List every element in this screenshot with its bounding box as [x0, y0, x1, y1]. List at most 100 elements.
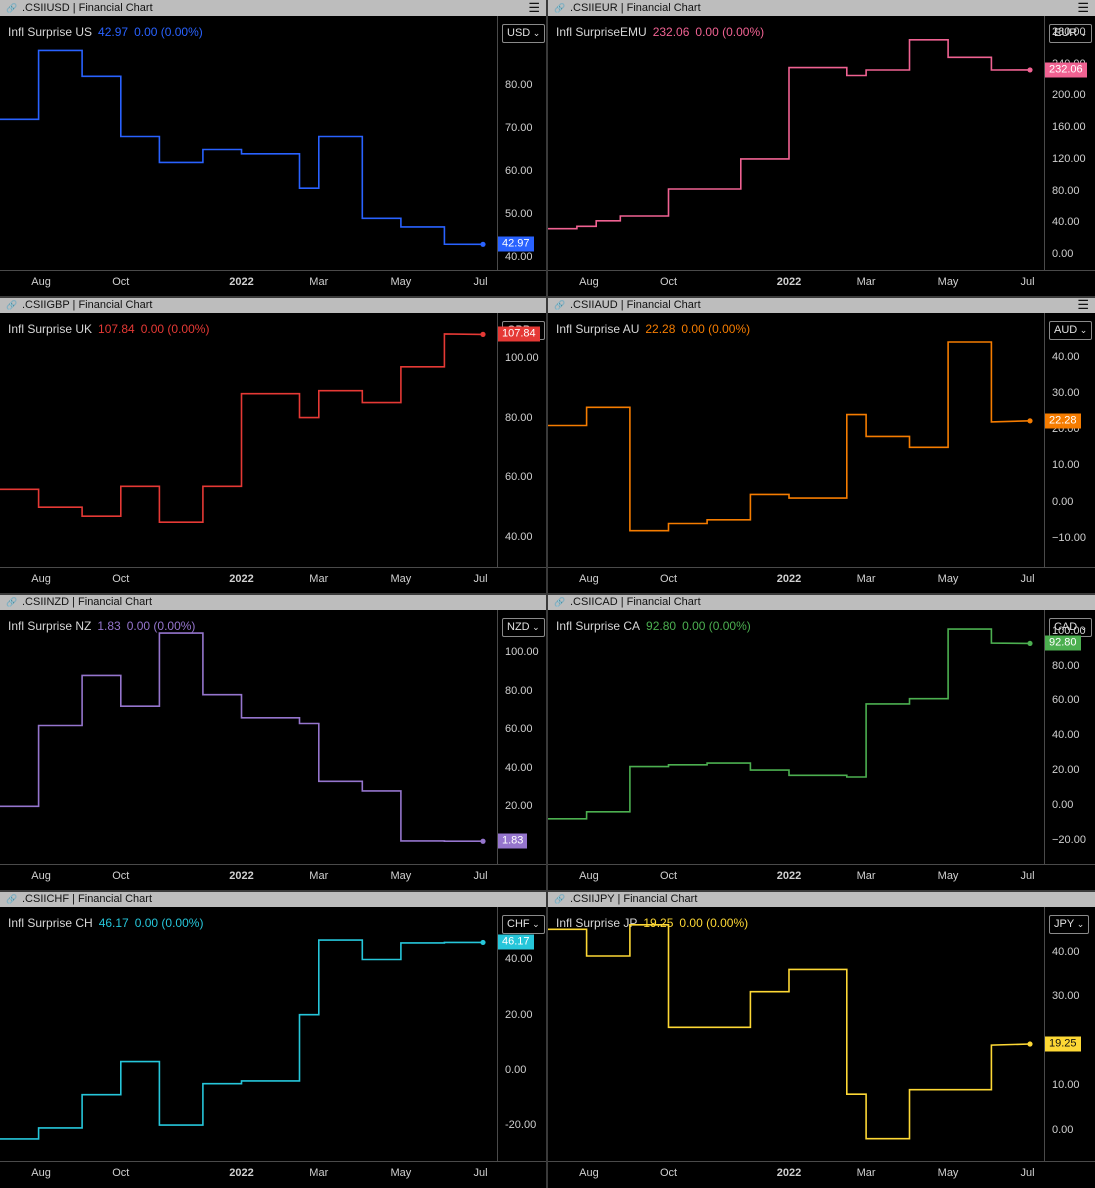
last-price-label: 1.83	[498, 833, 528, 849]
chart-panel-usd[interactable]: 🔗 .CSIIUSD | Financial Chart ☰ Infl Surpris…	[0, 0, 546, 297]
panel-header: 🔗 .CSIIAUD | Financial Chart ☰	[548, 297, 1095, 313]
currency-label: AUD	[1054, 324, 1078, 336]
currency-dropdown[interactable]: AUD ⌄	[1049, 321, 1093, 340]
currency-dropdown[interactable]: JPY ⌄	[1049, 915, 1090, 934]
y-tick-label: 100.00	[1052, 624, 1086, 637]
link-icon[interactable]: 🔗	[6, 894, 18, 904]
link-icon[interactable]: 🔗	[6, 3, 18, 13]
series-line	[548, 923, 1031, 1140]
series-name: Infl Surprise JP	[556, 916, 638, 930]
x-tick-label: Aug	[31, 573, 51, 585]
x-axis-border	[548, 270, 1095, 271]
series-value: 107.84	[98, 322, 135, 336]
y-tick-label: 280.00	[1052, 25, 1086, 38]
panel-title: .CSIIAUD | Financial Chart	[570, 299, 701, 311]
y-tick-label: 60.00	[505, 723, 533, 736]
y-tick-label: 40.00	[505, 953, 533, 966]
y-tick-label: 10.00	[1052, 459, 1080, 472]
chevron-down-icon: ⌄	[1077, 325, 1088, 335]
y-tick-label: 120.00	[1052, 152, 1086, 165]
link-icon[interactable]: 🔗	[554, 300, 566, 310]
y-axis-border	[497, 16, 498, 270]
series-line-chart	[548, 341, 1033, 532]
y-tick-label: 0.00	[1052, 1123, 1074, 1136]
last-point-marker	[1027, 640, 1033, 647]
series-change: 0.00 (0.00%)	[140, 322, 210, 336]
y-tick-label: 50.00	[505, 208, 533, 221]
y-axis-border	[497, 907, 498, 1161]
last-price-label: 92.80	[1045, 635, 1081, 651]
y-tick-label: −20.00	[1052, 833, 1086, 846]
link-icon[interactable]: 🔗	[6, 300, 18, 310]
series-change: 0.00 (0.00%)	[681, 322, 751, 336]
chart-panel-jpy[interactable]: 🔗 .CSIIJPY | Financial Chart Infl Surprise…	[548, 891, 1095, 1188]
chart-panel-eur[interactable]: 🔗 .CSIIEUR | Financial Chart ☰ Infl Surpris…	[548, 0, 1095, 297]
y-tick-label: 70.00	[505, 121, 533, 134]
hamburger-menu-icon[interactable]: ☰	[1077, 297, 1089, 312]
last-point-marker	[1027, 1041, 1033, 1047]
last-point-marker	[480, 939, 486, 946]
y-tick-label: 60.00	[505, 471, 533, 484]
series-legend: Infl SurpriseEMU 232.06 0.00 (0.00%)	[556, 25, 764, 39]
x-tick-label: Mar	[856, 1167, 876, 1179]
last-point-marker	[480, 241, 486, 247]
x-axis-border	[0, 567, 546, 568]
y-tick-label: 200.00	[1052, 89, 1086, 102]
y-tick-label: 40.00	[505, 761, 533, 774]
x-tick-label: Mar	[309, 573, 329, 585]
x-axis-border	[0, 864, 546, 865]
x-tick-label: Aug	[579, 573, 599, 585]
chart-panel-gbp[interactable]: 🔗 .CSIIGBP | Financial Chart Infl Surprise…	[0, 297, 546, 594]
hamburger-menu-icon[interactable]: ☰	[528, 0, 540, 15]
last-point-marker	[1027, 67, 1033, 73]
link-icon[interactable]: 🔗	[6, 597, 18, 607]
panel-header: 🔗 .CSIIUSD | Financial Chart ☰	[0, 0, 546, 16]
x-tick-label: Oct	[112, 870, 130, 882]
series-name: Infl Surprise US	[8, 25, 93, 39]
chart-panel-cad[interactable]: 🔗 .CSIICAD | Financial Chart Infl Surprise…	[548, 594, 1095, 891]
series-change: 0.00 (0.00%)	[134, 916, 204, 930]
chart-panel-aud[interactable]: 🔗 .CSIIAUD | Financial Chart ☰ Infl Surpris…	[548, 297, 1095, 594]
series-line	[0, 49, 484, 246]
y-tick-label: 0.00	[505, 1063, 527, 1076]
y-tick-label: 10.00	[1052, 1079, 1080, 1092]
series-change: 0.00 (0.00%)	[695, 25, 765, 39]
y-tick-label: 40.00	[1052, 945, 1080, 958]
chart-panel-chf[interactable]: 🔗 .CSIICHF | Financial Chart Infl Surprise…	[0, 891, 546, 1188]
panel-title: .CSIIGBP | Financial Chart	[22, 299, 153, 311]
x-tick-label: Mar	[856, 573, 876, 585]
series-line	[548, 38, 1031, 230]
currency-dropdown[interactable]: USD ⌄	[502, 24, 546, 43]
series-line	[0, 939, 483, 1140]
x-axis-border	[548, 1161, 1095, 1162]
link-icon[interactable]: 🔗	[554, 597, 566, 607]
x-tick-label: Aug	[579, 276, 599, 288]
series-change: 0.00 (0.00%)	[134, 25, 203, 39]
hamburger-menu-icon[interactable]: ☰	[1077, 0, 1089, 15]
series-line-chart	[0, 939, 486, 1140]
panel-header: 🔗 .CSIICHF | Financial Chart	[0, 891, 546, 907]
chart-panel-nzd[interactable]: 🔗 .CSIINZD | Financial Chart Infl Surprise…	[0, 594, 546, 891]
link-icon[interactable]: 🔗	[554, 3, 566, 13]
y-tick-label: 60.00	[505, 164, 533, 177]
currency-dropdown[interactable]: CHF ⌄	[502, 915, 545, 934]
x-tick-label: Jul	[473, 870, 488, 882]
currency-dropdown[interactable]: EUR ⌄	[1049, 24, 1093, 43]
y-tick-label: 0.00	[1052, 495, 1074, 508]
panel-title: .CSIIEUR | Financial Chart	[570, 2, 701, 14]
x-tick-label: May	[390, 870, 412, 882]
link-icon[interactable]: 🔗	[554, 894, 566, 904]
row-divider	[0, 593, 1095, 595]
panel-header: 🔗 .CSIICAD | Financial Chart	[548, 594, 1095, 610]
series-legend: Infl Surprise JP 19.25 0.00 (0.00%)	[556, 916, 748, 930]
chevron-down-icon: ⌄	[1077, 622, 1088, 632]
series-change: 0.00 (0.00%)	[682, 619, 751, 633]
panel-title: .CSIICAD | Financial Chart	[570, 596, 701, 608]
x-tick-label: Jul	[1020, 276, 1035, 288]
currency-dropdown[interactable]: NZD ⌄	[502, 618, 545, 637]
x-tick-label: Jul	[1020, 1167, 1035, 1179]
x-tick-label: Oct	[659, 870, 678, 882]
x-tick-label: Oct	[659, 573, 678, 585]
series-change: 0.00 (0.00%)	[126, 619, 196, 633]
x-tick-label: May	[390, 573, 412, 585]
